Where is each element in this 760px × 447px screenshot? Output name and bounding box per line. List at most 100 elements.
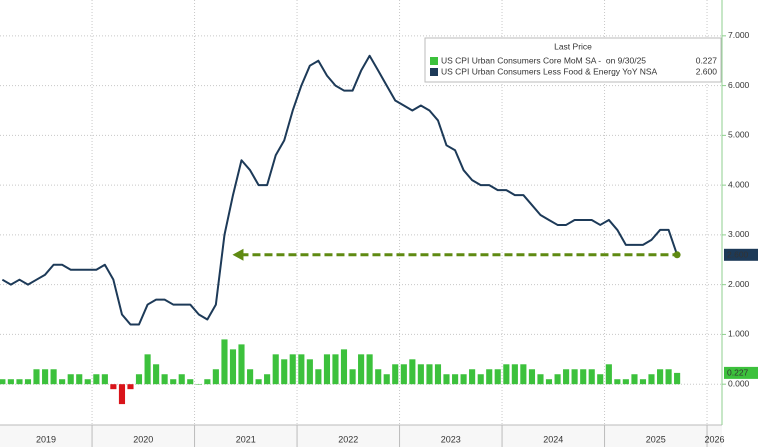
bar xyxy=(247,369,254,385)
bar xyxy=(135,374,143,385)
bar xyxy=(554,374,561,385)
bar xyxy=(417,364,424,385)
bar xyxy=(110,384,117,390)
bar xyxy=(127,384,134,390)
bar xyxy=(375,369,382,385)
bar xyxy=(605,364,612,385)
bar xyxy=(281,359,288,385)
legend-label: US CPI Urban Consumers Less Food & Energ… xyxy=(441,66,658,76)
bar xyxy=(597,374,604,385)
y-tick-label: 3.000 xyxy=(728,229,750,239)
bar xyxy=(33,369,40,385)
y-tick-label: 4.000 xyxy=(728,179,750,189)
bar xyxy=(648,374,655,385)
legend-box xyxy=(424,37,722,83)
bar xyxy=(255,379,262,385)
bar xyxy=(409,359,416,385)
bar xyxy=(520,364,527,385)
last-value-box xyxy=(724,248,758,261)
bar xyxy=(503,364,510,385)
bar xyxy=(588,369,595,385)
bar xyxy=(264,374,271,385)
bar xyxy=(24,379,32,385)
bar xyxy=(537,374,544,385)
bar xyxy=(16,379,23,385)
x-tick-label: 2024 xyxy=(543,434,563,444)
bar xyxy=(563,369,570,385)
legend-value: 0.227 xyxy=(696,55,718,65)
bar xyxy=(366,354,373,385)
bar xyxy=(170,379,177,385)
legend-swatch xyxy=(430,68,438,76)
y-tick-label: 7.000 xyxy=(728,30,750,40)
bar xyxy=(494,369,501,385)
bar xyxy=(93,374,100,385)
bar xyxy=(622,379,629,385)
bar xyxy=(571,369,578,385)
bar xyxy=(665,369,672,385)
last-value-label: 0.227 xyxy=(727,368,749,378)
bar xyxy=(383,374,390,385)
bar xyxy=(221,339,228,385)
bar xyxy=(674,372,681,385)
arrow-end xyxy=(673,251,681,259)
bar xyxy=(118,384,126,405)
bar xyxy=(229,349,237,385)
x-tick-label: 2023 xyxy=(441,434,461,444)
bar xyxy=(323,354,331,385)
bar xyxy=(332,354,339,385)
x-tick-label: 2020 xyxy=(133,434,153,444)
bar xyxy=(0,379,6,385)
bar xyxy=(340,349,348,385)
bar xyxy=(545,379,553,385)
bar xyxy=(76,374,83,385)
bar xyxy=(272,354,279,385)
bar xyxy=(289,354,296,385)
bar xyxy=(84,379,91,385)
bar xyxy=(477,374,484,385)
bar xyxy=(349,369,356,385)
y-tick-label: 1.000 xyxy=(728,329,750,339)
bar xyxy=(511,364,518,385)
bar xyxy=(469,369,476,385)
bar xyxy=(580,369,587,385)
bar xyxy=(59,379,66,385)
legend-label: US CPI Urban Consumers Core MoM SA - on … xyxy=(441,55,646,65)
bar xyxy=(67,374,74,385)
bar xyxy=(528,369,536,385)
x-tick-label: 2022 xyxy=(338,434,358,444)
bar xyxy=(178,374,185,385)
bar xyxy=(657,369,664,385)
bar xyxy=(315,369,322,385)
x-axis-strip xyxy=(0,425,722,447)
bar xyxy=(358,354,365,385)
legend-title: Last Price xyxy=(554,41,592,51)
arrow-head xyxy=(232,248,244,261)
y-tick-label: 5.000 xyxy=(728,130,750,140)
bar xyxy=(298,354,305,385)
bar xyxy=(144,354,151,385)
bar xyxy=(426,364,433,385)
bar xyxy=(42,369,49,385)
x-tick-label: 2019 xyxy=(36,434,56,444)
y-tick-label: 6.000 xyxy=(728,80,750,90)
bar xyxy=(631,374,638,385)
y-tick-label: 2.000 xyxy=(728,279,750,289)
bar xyxy=(639,379,647,385)
legend-value: 2.600 xyxy=(696,66,718,76)
last-value-box xyxy=(724,366,758,379)
line xyxy=(1,54,679,326)
bar xyxy=(195,384,202,385)
bar xyxy=(187,379,194,385)
bar xyxy=(392,364,399,385)
bar xyxy=(101,374,108,385)
x-tick-label: 2026 xyxy=(705,434,725,444)
legend: Last Price US CPI Urban Consumers Core M… xyxy=(424,37,722,83)
bar xyxy=(204,379,211,385)
bar xyxy=(212,369,219,385)
bar xyxy=(460,374,467,385)
bar xyxy=(153,364,160,385)
legend-swatch xyxy=(430,57,438,65)
